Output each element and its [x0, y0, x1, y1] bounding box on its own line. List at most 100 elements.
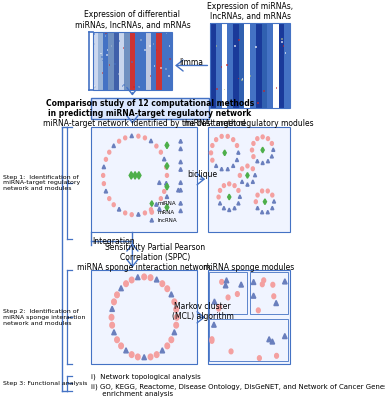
Circle shape [261, 189, 264, 193]
Circle shape [174, 306, 179, 312]
Bar [276, 87, 277, 89]
Polygon shape [179, 147, 182, 150]
Polygon shape [179, 209, 182, 212]
Polygon shape [179, 188, 182, 192]
Circle shape [115, 337, 119, 342]
Text: Expression of differential
miRNAs, lncRNAs, and mRNAs: Expression of differential miRNAs, lncRN… [75, 10, 190, 30]
Bar [222, 23, 227, 108]
Text: Step 1:  Identification of
miRNA-target regulatory
network and modules: Step 1: Identification of miRNA-target r… [3, 175, 80, 191]
Bar [244, 23, 250, 108]
Circle shape [251, 148, 254, 152]
Circle shape [130, 213, 133, 216]
Bar [124, 32, 130, 90]
Polygon shape [165, 204, 169, 211]
Polygon shape [237, 202, 240, 205]
Bar [135, 32, 141, 90]
Bar [94, 85, 95, 87]
Polygon shape [272, 148, 275, 151]
Bar [281, 41, 283, 43]
Polygon shape [251, 180, 254, 183]
Circle shape [233, 184, 236, 188]
Polygon shape [179, 160, 182, 164]
Bar [107, 49, 109, 51]
Polygon shape [149, 139, 153, 143]
Bar [153, 43, 154, 45]
Circle shape [163, 190, 166, 193]
Polygon shape [169, 292, 174, 297]
Polygon shape [219, 202, 221, 205]
Polygon shape [179, 139, 182, 143]
Circle shape [256, 137, 259, 140]
Polygon shape [110, 306, 114, 311]
Polygon shape [102, 165, 105, 169]
Circle shape [154, 352, 159, 358]
Polygon shape [246, 172, 249, 178]
Bar [119, 32, 124, 90]
Bar [119, 40, 120, 42]
Bar [92, 32, 98, 90]
Circle shape [174, 314, 179, 320]
Bar [221, 66, 222, 68]
Polygon shape [270, 154, 273, 158]
Bar [242, 78, 243, 80]
Circle shape [210, 337, 214, 342]
Circle shape [159, 197, 162, 200]
Bar [93, 33, 95, 35]
Bar [160, 67, 162, 69]
Bar [130, 32, 135, 90]
Text: Integration: Integration [92, 238, 135, 246]
Polygon shape [130, 134, 133, 138]
Polygon shape [212, 322, 216, 327]
Circle shape [229, 349, 233, 354]
Circle shape [117, 139, 121, 143]
Bar [251, 272, 288, 314]
Bar [239, 23, 244, 108]
Circle shape [236, 144, 239, 147]
Polygon shape [283, 279, 287, 284]
Bar [102, 60, 104, 62]
Bar [168, 75, 170, 77]
Polygon shape [223, 150, 226, 156]
Bar [103, 32, 109, 90]
Bar [209, 319, 288, 362]
Bar [139, 86, 140, 88]
Circle shape [165, 165, 168, 169]
Circle shape [148, 354, 153, 360]
Circle shape [110, 322, 114, 328]
Bar [166, 32, 167, 34]
Bar [109, 64, 110, 66]
Polygon shape [162, 157, 166, 161]
Circle shape [256, 308, 260, 313]
Circle shape [232, 138, 235, 142]
Polygon shape [256, 206, 259, 210]
Polygon shape [261, 161, 264, 164]
Polygon shape [112, 330, 116, 335]
Circle shape [165, 286, 169, 292]
Circle shape [251, 167, 254, 171]
Circle shape [112, 203, 115, 207]
Bar [256, 23, 261, 108]
Text: lncRNA: lncRNA [158, 218, 177, 223]
Polygon shape [133, 172, 137, 179]
Polygon shape [251, 280, 256, 284]
Polygon shape [179, 201, 182, 205]
Circle shape [174, 322, 179, 328]
Bar [169, 45, 170, 47]
Bar [244, 58, 246, 60]
Circle shape [217, 306, 221, 311]
Text: biclique: biclique [187, 170, 218, 179]
Text: Expression of miRNAs,
lncRNAs, and mRNAs: Expression of miRNAs, lncRNAs, and mRNAs [207, 2, 293, 21]
Bar [94, 86, 95, 88]
Circle shape [124, 281, 128, 286]
Bar [210, 23, 216, 108]
Bar [154, 43, 156, 45]
Circle shape [223, 184, 226, 188]
Circle shape [266, 189, 269, 193]
Bar [91, 126, 198, 232]
Bar [106, 54, 107, 56]
Bar [224, 88, 225, 90]
Bar [122, 85, 123, 87]
Polygon shape [267, 337, 271, 342]
Circle shape [266, 137, 269, 140]
Polygon shape [137, 212, 140, 216]
